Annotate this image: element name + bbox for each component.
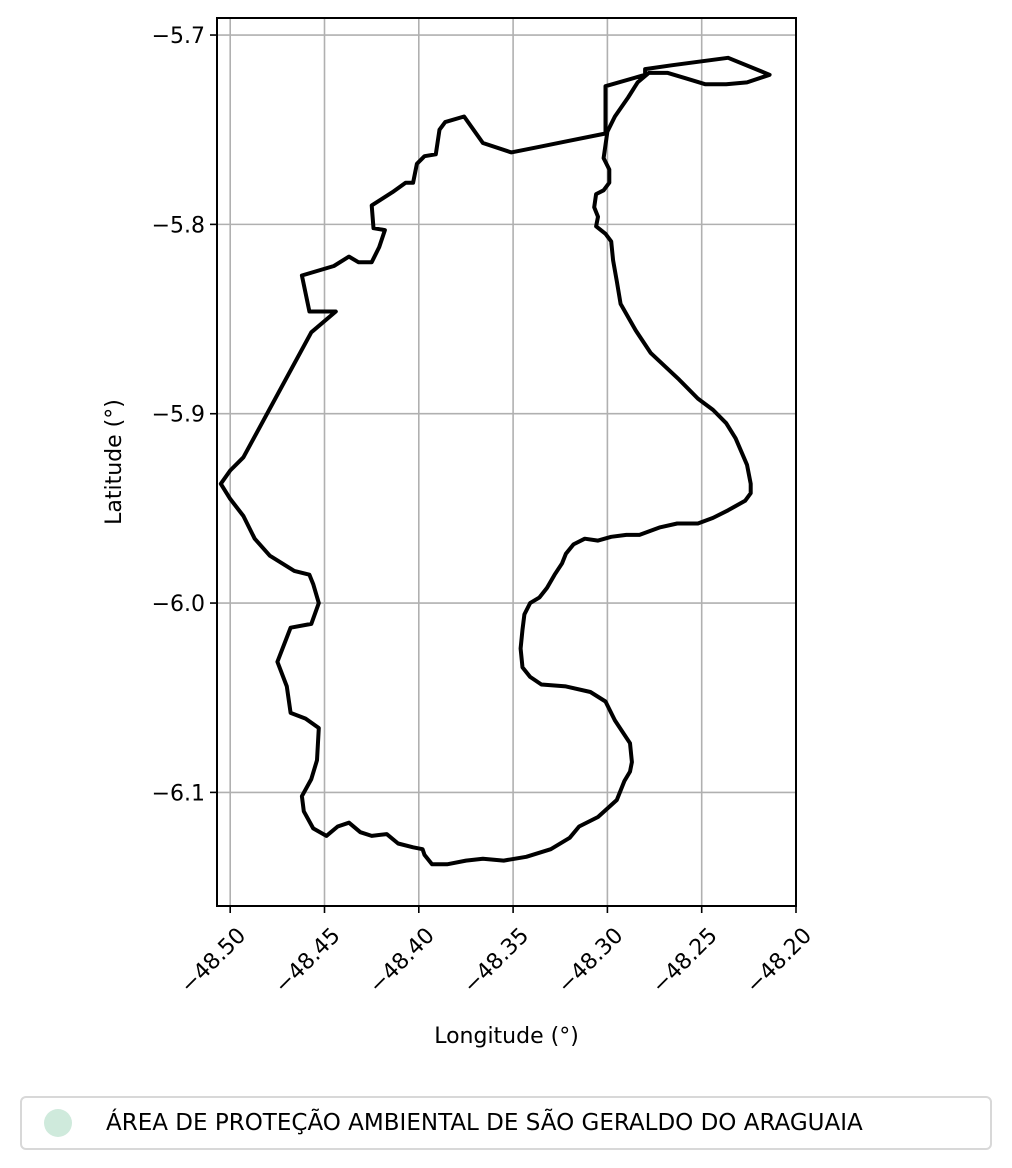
tick-layer: −48.50 −48.45 −48.40 −48.35 −48.30 −48.25 −48.… xyxy=(152,24,817,999)
x-tick-label: −48.35 xyxy=(459,923,534,998)
y-tick-label: −6.0 xyxy=(152,592,205,617)
x-tick-label: −48.50 xyxy=(176,923,251,998)
legend-label: ÁREA DE PROTEÇÃO AMBIENTAL DE SÃO GERALD… xyxy=(106,1110,863,1136)
boundary-layer xyxy=(218,55,772,867)
map-chart: −48.50 −48.45 −48.40 −48.35 −48.30 −48.25 −48.… xyxy=(102,17,817,1049)
legend-marker xyxy=(44,1109,72,1137)
plot-frame xyxy=(216,17,797,907)
y-tick-label: −6.1 xyxy=(152,781,205,806)
x-tick-label: −48.40 xyxy=(365,923,440,998)
x-tick-label: −48.20 xyxy=(742,923,817,998)
protected-area-boundary xyxy=(218,55,772,867)
x-axis-label: Longitude (°) xyxy=(434,1024,579,1049)
y-tick-label: −5.7 xyxy=(152,24,205,49)
y-tick-label: −5.8 xyxy=(152,213,205,238)
x-tick-label: −48.45 xyxy=(270,923,345,998)
x-tick-label: −48.25 xyxy=(647,923,722,998)
x-tick-label: −48.30 xyxy=(553,923,628,998)
y-axis-label: Latitude (°) xyxy=(102,399,127,525)
y-tick-label: −5.9 xyxy=(152,403,205,428)
legend: ÁREA DE PROTEÇÃO AMBIENTAL DE SÃO GERALD… xyxy=(20,1096,992,1150)
